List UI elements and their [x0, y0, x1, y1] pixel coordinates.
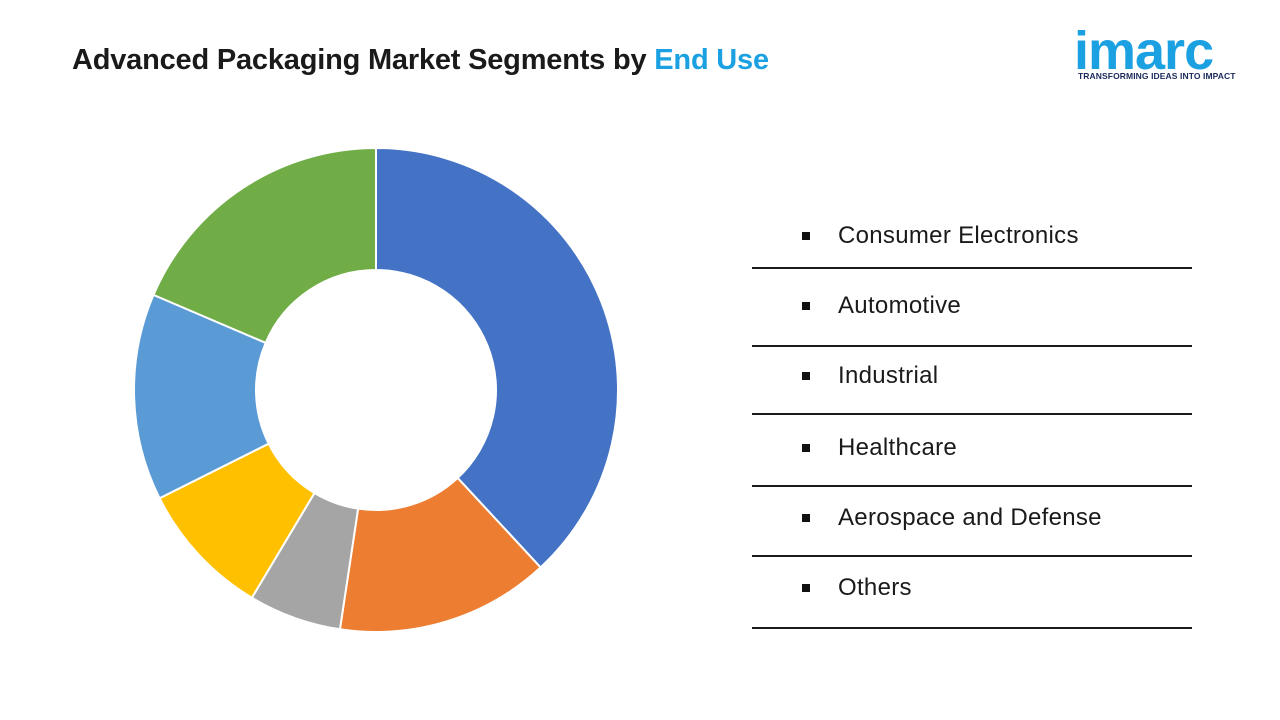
legend-item-industrial: Industrial [752, 345, 1192, 415]
legend-item-automotive: Automotive [752, 275, 1192, 347]
legend-bullet-icon [802, 372, 810, 380]
legend-label: Others [838, 574, 912, 601]
legend-label: Industrial [838, 362, 939, 389]
slice-aerospace-and-defense [133, 293, 271, 500]
legend-label: Automotive [838, 292, 962, 319]
logo-tagline: TRANSFORMING IDEAS INTO IMPACT [1078, 71, 1236, 81]
chart-title-highlight: End Use [654, 44, 769, 76]
legend-item-others: Others [752, 557, 1192, 629]
legend-item-consumer-electronics: Consumer Electronics [752, 205, 1192, 269]
legend-bullet-icon [802, 232, 810, 240]
imarc-logo: imarc TRANSFORMING IDEAS INTO IMPACT [1074, 14, 1252, 84]
legend-label: Consumer Electronics [838, 222, 1079, 249]
slice-automotive [338, 476, 543, 633]
legend-bullet-icon [802, 584, 810, 592]
slice-consumer-electronics [375, 146, 619, 569]
logo-wordmark: imarc [1074, 21, 1214, 81]
chart-title: Advanced Packaging Market Segments by En… [72, 44, 769, 77]
chart-title-main: Advanced Packaging Market Segments by [72, 44, 647, 76]
legend-label: Aerospace and Defense [838, 504, 1102, 531]
slice-others [152, 146, 377, 345]
legend-item-healthcare: Healthcare [752, 417, 1192, 487]
legend-item-aerospace-and-defense: Aerospace and Defense [752, 487, 1192, 557]
legend-bullet-icon [802, 514, 810, 522]
legend-label: Healthcare [838, 434, 958, 461]
legend-bullet-icon [802, 444, 810, 452]
donut-slices [133, 146, 619, 633]
legend-bullet-icon [802, 302, 810, 310]
